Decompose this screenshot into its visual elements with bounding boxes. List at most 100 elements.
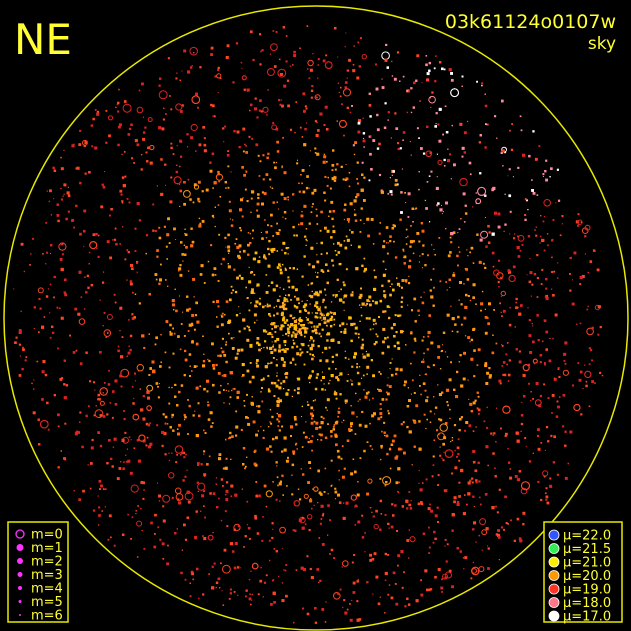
- star: [65, 384, 69, 387]
- star: [326, 281, 329, 285]
- star: [60, 316, 64, 320]
- star: [275, 498, 278, 501]
- star: [579, 370, 583, 374]
- star: [453, 163, 456, 167]
- star: [374, 275, 377, 279]
- star: [299, 126, 302, 129]
- star: [104, 171, 106, 173]
- star: [315, 376, 318, 379]
- star: [317, 345, 320, 348]
- star: [314, 120, 317, 123]
- star: [45, 295, 49, 298]
- star: [281, 582, 283, 584]
- star: [206, 463, 209, 466]
- star: [266, 346, 268, 349]
- star: [130, 123, 133, 127]
- star: [389, 235, 392, 238]
- star: [220, 562, 222, 565]
- star: [272, 579, 275, 581]
- star: [386, 305, 390, 308]
- star: [351, 561, 354, 564]
- star: [456, 547, 459, 550]
- star: [279, 295, 281, 297]
- star: [459, 550, 462, 553]
- star: [222, 257, 225, 261]
- star: [366, 441, 369, 443]
- star: [311, 290, 313, 293]
- star: [402, 421, 405, 424]
- star: [443, 68, 446, 71]
- star: [281, 263, 284, 266]
- star: [594, 250, 596, 252]
- star: [262, 436, 265, 439]
- star: [271, 322, 275, 326]
- star: [272, 344, 274, 346]
- star: [146, 405, 152, 411]
- star: [332, 225, 335, 228]
- star: [562, 394, 566, 397]
- star: [302, 607, 304, 610]
- star: [81, 445, 84, 449]
- star: [362, 117, 364, 119]
- star: [207, 358, 209, 361]
- star: [310, 336, 313, 340]
- star: [520, 487, 528, 495]
- star: [274, 166, 277, 170]
- star: [158, 282, 161, 285]
- star: [329, 379, 331, 382]
- star: [301, 182, 303, 185]
- star: [49, 312, 51, 314]
- star: [278, 263, 281, 266]
- star: [147, 396, 150, 400]
- star: [407, 304, 409, 306]
- star: [326, 333, 328, 336]
- star: [312, 265, 315, 269]
- star: [351, 383, 354, 386]
- star: [47, 288, 49, 290]
- star: [113, 544, 116, 547]
- star: [281, 318, 285, 322]
- star: [265, 447, 269, 451]
- star: [396, 282, 400, 286]
- star: [283, 303, 286, 306]
- star: [90, 462, 93, 465]
- star: [216, 325, 219, 328]
- star: [395, 331, 398, 334]
- star: [532, 325, 534, 327]
- star: [416, 127, 419, 130]
- star: [310, 96, 313, 99]
- star: [285, 319, 289, 322]
- star: [282, 363, 286, 367]
- star: [250, 197, 253, 200]
- star: [384, 514, 387, 516]
- star: [385, 391, 388, 394]
- star: [307, 322, 309, 324]
- star: [312, 488, 314, 490]
- star: [462, 557, 465, 559]
- star: [341, 475, 345, 479]
- star: [517, 235, 519, 237]
- star: [327, 382, 330, 385]
- star: [476, 364, 479, 366]
- star: [370, 359, 373, 362]
- star: [32, 237, 34, 240]
- star: [145, 252, 147, 255]
- star: [337, 378, 340, 382]
- star: [178, 423, 181, 427]
- star: [217, 280, 220, 282]
- star: [551, 288, 553, 290]
- star: [306, 612, 310, 616]
- star: [280, 382, 283, 385]
- star: [325, 294, 327, 296]
- star: [390, 326, 394, 330]
- star: [332, 294, 335, 297]
- star: [524, 218, 527, 221]
- star: [60, 377, 64, 380]
- star: [73, 226, 75, 229]
- star: [298, 190, 301, 193]
- star: [220, 384, 222, 387]
- star: [298, 302, 300, 305]
- star: [161, 430, 165, 434]
- star: [361, 536, 365, 539]
